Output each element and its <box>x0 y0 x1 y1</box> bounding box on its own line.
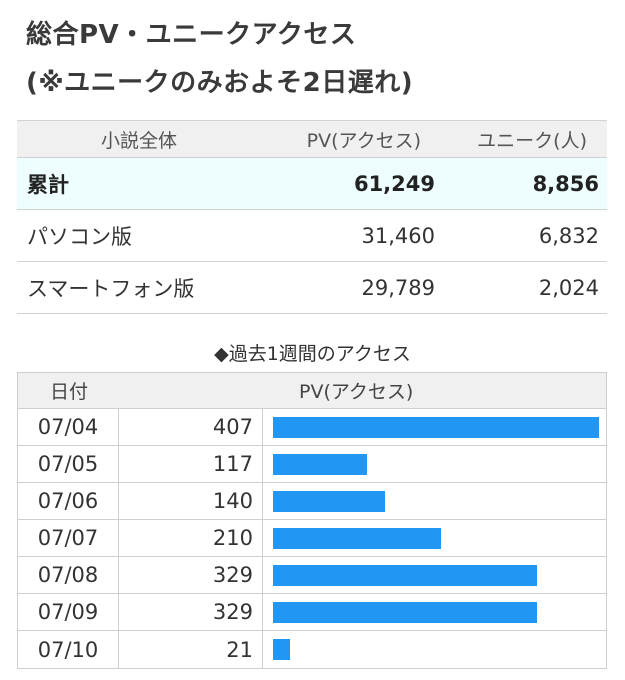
weekly-bar-cell <box>263 631 606 668</box>
weekly-section-title: ◆過去1週間のアクセス <box>214 343 411 365</box>
summary-row-pv: 61,249 <box>353 171 435 196</box>
weekly-row: 07/08 329 <box>18 557 606 594</box>
weekly-pv-bar <box>273 565 537 586</box>
weekly-row: 07/05 117 <box>18 446 606 483</box>
weekly-bar-cell <box>263 594 606 630</box>
weekly-row: 07/04 407 <box>18 409 606 446</box>
weekly-row: 07/07 210 <box>18 520 606 557</box>
weekly-pv-bar <box>273 491 385 512</box>
summary-row-smartphone: スマートフォン版 29,789 2,024 <box>17 262 607 314</box>
summary-header-novel: 小説全体 <box>101 129 178 152</box>
summary-row-label: スマートフォン版 <box>27 276 195 301</box>
weekly-access-table: 日付 PV(アクセス) 07/04 407 07/05 117 07/06 140 07/0… <box>17 372 607 669</box>
weekly-pv-value: 21 <box>119 631 263 668</box>
weekly-date-cell: 07/07 <box>18 520 119 556</box>
weekly-date-cell: 07/09 <box>18 594 119 630</box>
weekly-pv-bar <box>273 454 367 475</box>
summary-header-row: 小説全体 PV(アクセス) ユニーク(人) <box>17 120 607 158</box>
summary-row-unique: 2,024 <box>538 275 599 300</box>
weekly-header-pv: PV(アクセス) <box>299 381 414 403</box>
summary-row-pv: 29,789 <box>361 275 435 300</box>
weekly-date-cell: 07/08 <box>18 557 119 593</box>
summary-row-label: パソコン版 <box>27 224 132 249</box>
weekly-pv-bar <box>273 639 290 660</box>
weekly-header-date: 日付 <box>50 381 89 403</box>
weekly-pv-bar <box>273 417 599 438</box>
weekly-pv-value: 140 <box>119 483 263 519</box>
weekly-row: 07/10 21 <box>18 631 606 668</box>
weekly-pv-value: 329 <box>119 557 263 593</box>
weekly-header-row: 日付 PV(アクセス) <box>18 373 606 409</box>
weekly-bar-cell <box>263 446 606 482</box>
weekly-date-cell: 07/10 <box>18 631 119 668</box>
weekly-bar-cell <box>263 409 606 445</box>
summary-header-pv: PV(アクセス) <box>306 129 421 152</box>
weekly-date-cell: 07/06 <box>18 483 119 519</box>
weekly-bar-cell <box>263 557 606 593</box>
weekly-pv-value: 210 <box>119 520 263 556</box>
page-title: 総合PV・ユニークアクセス <box>26 20 357 50</box>
summary-row-total: 累計 61,249 8,856 <box>17 158 607 210</box>
weekly-bar-cell <box>263 483 606 519</box>
weekly-date-cell: 07/04 <box>18 409 119 445</box>
summary-row-unique: 6,832 <box>538 223 599 248</box>
weekly-pv-bar <box>273 528 441 549</box>
summary-row-pc: パソコン版 31,460 6,832 <box>17 210 607 262</box>
weekly-date-cell: 07/05 <box>18 446 119 482</box>
weekly-pv-value: 117 <box>119 446 263 482</box>
weekly-bar-cell <box>263 520 606 556</box>
summary-row-label: 累計 <box>27 172 69 197</box>
summary-row-pv: 31,460 <box>361 223 435 248</box>
weekly-pv-value: 407 <box>119 409 263 445</box>
page-subtitle: (※ユニークのみおよそ2日遅れ) <box>26 68 414 98</box>
summary-header-unique: ユニーク(人) <box>477 129 587 152</box>
summary-row-unique: 8,856 <box>532 171 599 196</box>
weekly-pv-value: 329 <box>119 594 263 630</box>
weekly-row: 07/06 140 <box>18 483 606 520</box>
weekly-row: 07/09 329 <box>18 594 606 631</box>
weekly-rows: 07/04 407 07/05 117 07/06 140 07/07 210 07/08 329… <box>18 409 606 668</box>
weekly-pv-bar <box>273 602 537 623</box>
summary-table: 小説全体 PV(アクセス) ユニーク(人) 累計 61,249 8,856 パソ… <box>17 120 607 314</box>
